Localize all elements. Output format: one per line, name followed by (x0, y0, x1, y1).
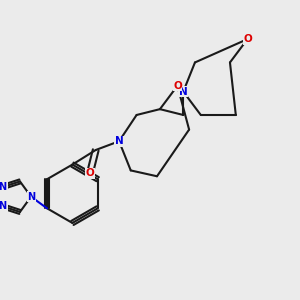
Text: N: N (27, 192, 35, 202)
Text: N: N (0, 201, 6, 211)
Text: N: N (0, 182, 6, 192)
Text: O: O (243, 34, 252, 44)
Text: O: O (85, 168, 94, 178)
Text: N: N (179, 87, 188, 97)
Text: N: N (115, 136, 124, 146)
Text: O: O (173, 81, 182, 91)
